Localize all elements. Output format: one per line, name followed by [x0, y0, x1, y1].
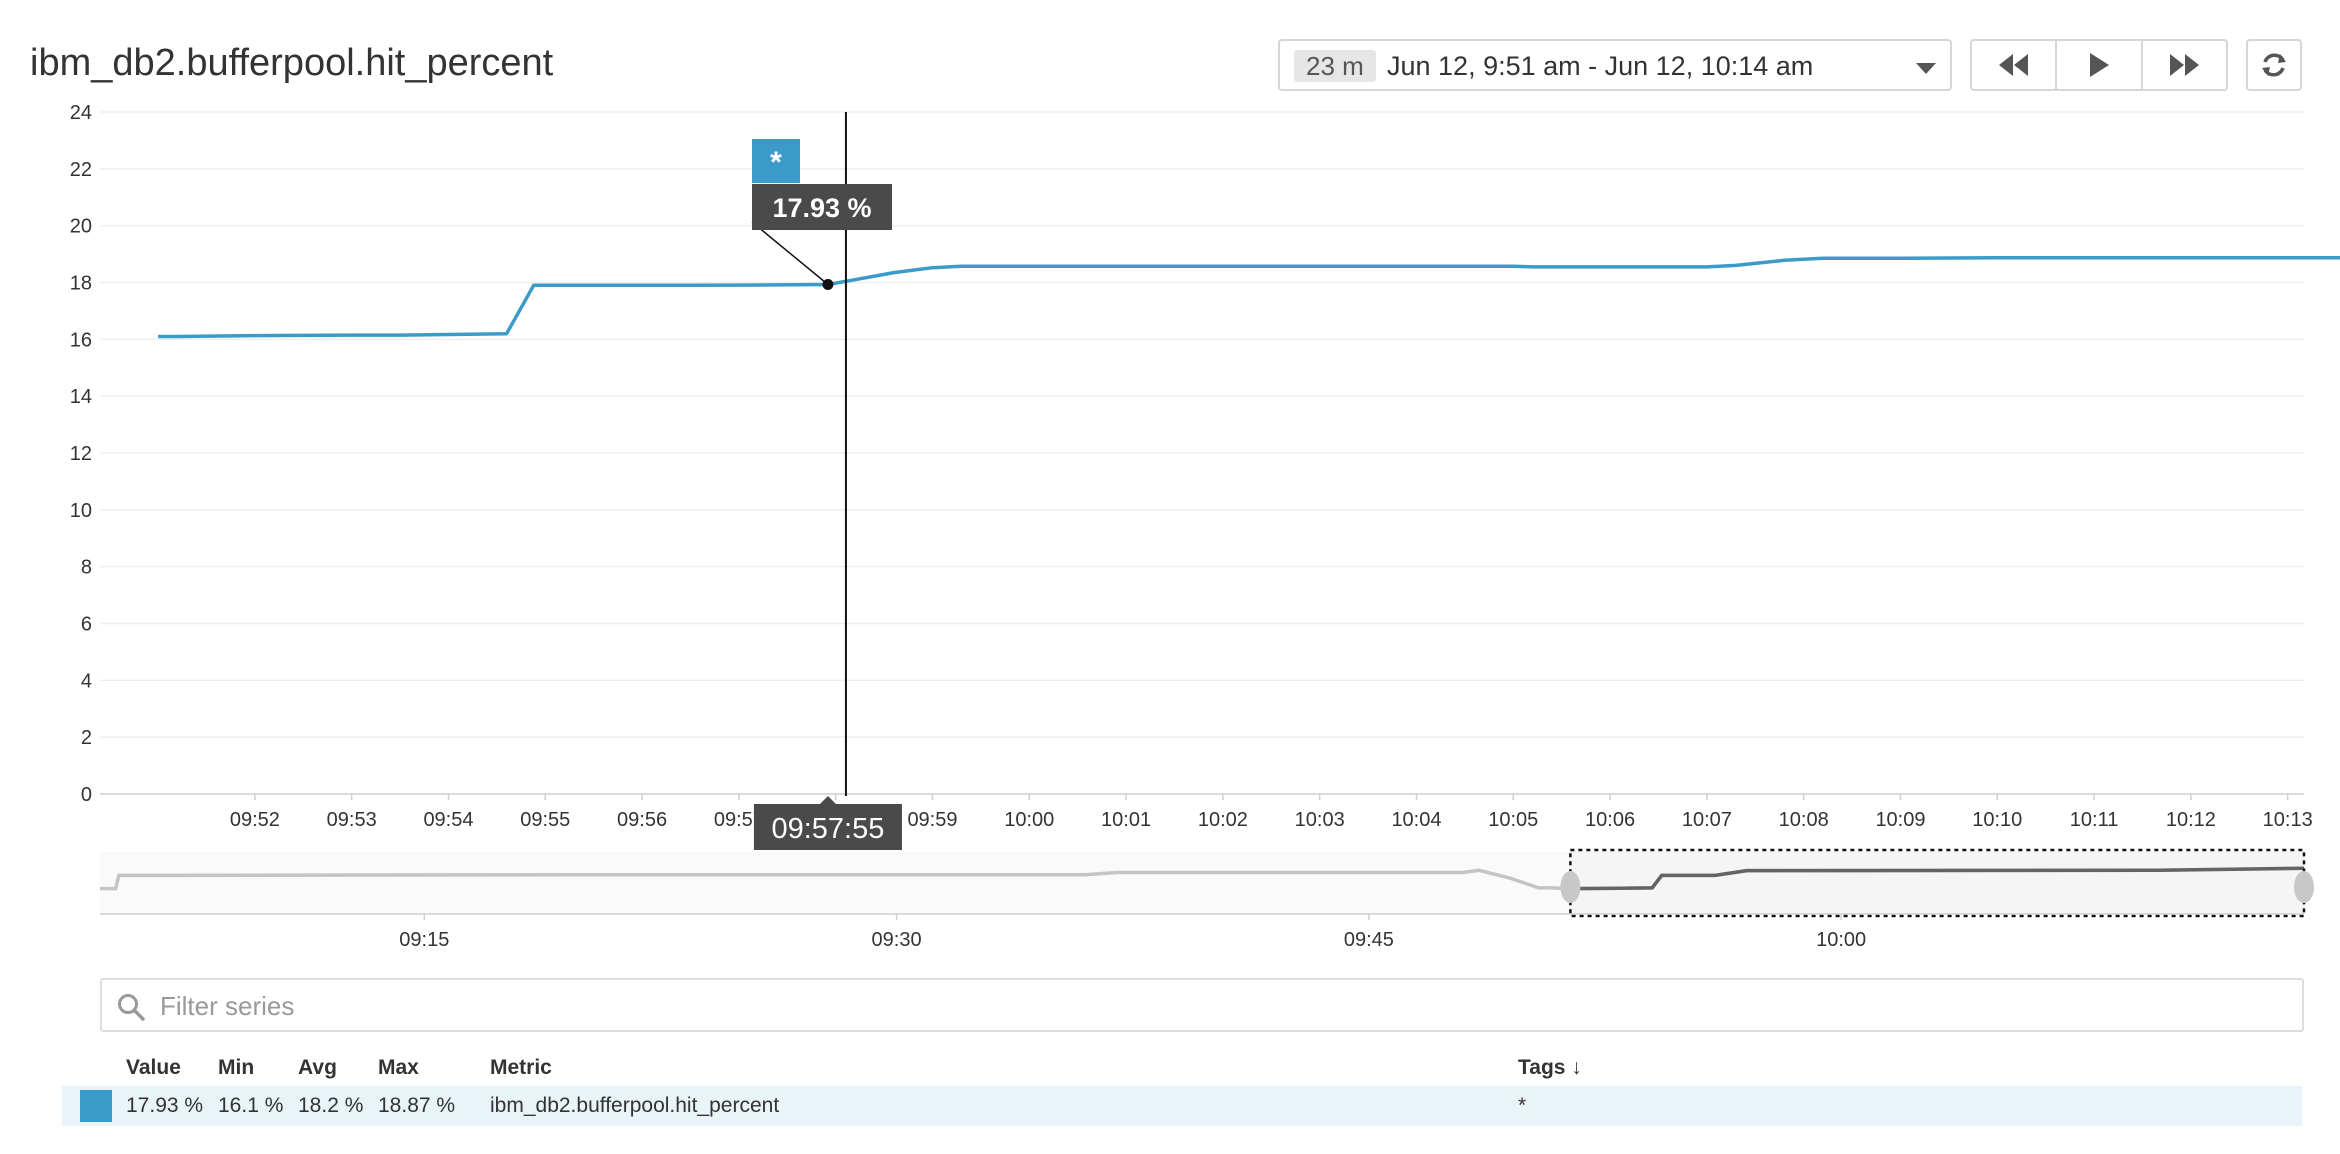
hover-time-box — [753, 804, 902, 850]
y-tick-label: 20 — [70, 216, 92, 238]
legend-max: 18.87 % — [378, 1094, 456, 1117]
x-tick-label: 10:00 — [1004, 809, 1054, 831]
time-range-picker[interactable]: 23 m Jun 12, 9:51 am - Jun 12, 10:14 am — [1278, 39, 1952, 91]
series-color-swatch[interactable] — [80, 1090, 112, 1122]
hover-series-label: * — [770, 146, 782, 179]
overview-x-tick-label: 09:15 — [399, 929, 449, 951]
overview-x-tick-label: 09:30 — [872, 929, 922, 951]
refresh-icon — [2262, 53, 2286, 77]
y-tick-label: 6 — [81, 614, 92, 636]
legend-header: Value Min Avg Max Metric Tags ↓ — [62, 1050, 2302, 1086]
x-tick-label: 10:01 — [1101, 809, 1151, 831]
chevron-down-icon[interactable] — [1916, 63, 1936, 74]
x-tick-label: 09:59 — [907, 809, 957, 831]
y-tick-label: 2 — [81, 727, 92, 749]
overview-left-handle[interactable] — [1560, 871, 1581, 903]
series-legend: Value Min Avg Max Metric Tags ↓ 17.93 % … — [62, 1050, 2302, 1126]
x-tick-label: 10:04 — [1391, 809, 1441, 831]
legend-metric: ibm_db2.bufferpool.hit_percent — [490, 1094, 780, 1117]
search-icon — [118, 994, 145, 1021]
legend-row[interactable]: 17.93 % 16.1 % 18.2 % 18.87 % ibm_db2.bu… — [62, 1086, 2302, 1126]
y-tick-label: 24 — [70, 102, 92, 124]
legend-header-min[interactable]: Min — [218, 1056, 255, 1079]
x-tick-label: 10:03 — [1295, 809, 1345, 831]
x-tick-label: 10:10 — [1972, 809, 2022, 831]
hover-point — [822, 278, 834, 290]
page-title: ibm_db2.bufferpool.hit_percent — [30, 42, 554, 84]
y-tick-label: 0 — [81, 784, 92, 806]
legend-tags: * — [1518, 1094, 1527, 1117]
overview-selection-window[interactable] — [1569, 848, 2306, 918]
hover-time-label: 09:57:55 — [771, 813, 884, 845]
fast-backward-icon — [1998, 54, 2028, 76]
x-tick-label: 10:08 — [1779, 809, 1829, 831]
filter-series-box[interactable] — [100, 978, 2304, 1032]
hover-time-pointer — [819, 796, 836, 804]
y-tick-label: 22 — [70, 159, 92, 181]
legend-avg: 18.2 % — [298, 1094, 364, 1117]
overview-background — [100, 852, 2304, 914]
legend-header-max[interactable]: Max — [378, 1056, 419, 1079]
refresh-button[interactable] — [2246, 39, 2302, 91]
legend-value: 17.93 % — [126, 1094, 204, 1117]
x-tick-label: 10:09 — [1875, 809, 1925, 831]
x-tick-label: 09:54 — [423, 809, 473, 831]
x-tick-label: 09:57 — [714, 809, 764, 831]
play-icon — [2089, 53, 2109, 77]
y-tick-label: 10 — [70, 500, 92, 522]
y-tick-label: 12 — [70, 443, 92, 465]
y-tick-label: 8 — [81, 557, 92, 579]
overview-right-handle[interactable] — [2294, 871, 2314, 903]
overview-selected-line — [1570, 866, 2305, 891]
x-tick-label: 10:13 — [2263, 809, 2313, 831]
legend-header-avg[interactable]: Avg — [298, 1056, 337, 1079]
x-tick-label: 10:06 — [1585, 809, 1635, 831]
x-tick-label: 10:02 — [1198, 809, 1248, 831]
y-tick-label: 14 — [70, 386, 92, 408]
x-tick-label: 10:07 — [1682, 809, 1732, 831]
hover-leader-line — [751, 221, 829, 286]
playback-controls — [1970, 39, 2228, 91]
legend-header-value[interactable]: Value — [126, 1056, 181, 1079]
overview-x-tick-label: 10:00 — [1816, 929, 1866, 951]
hover-value-label: 17.93 % — [772, 193, 871, 223]
x-tick-label: 09:52 — [230, 809, 280, 831]
x-tick-label: 09:55 — [520, 809, 570, 831]
step-forward-button[interactable] — [2143, 41, 2226, 89]
overview-x-tick-label: 09:45 — [1344, 929, 1394, 951]
y-tick-label: 16 — [70, 329, 92, 351]
step-back-button[interactable] — [1972, 41, 2058, 89]
series-line[interactable] — [158, 256, 2340, 339]
time-range-label: Jun 12, 9:51 am - Jun 12, 10:14 am — [1387, 51, 1814, 81]
x-tick-label: 10:11 — [2070, 809, 2119, 831]
legend-min: 16.1 % — [218, 1094, 284, 1117]
time-span-badge: 23 m — [1294, 50, 1376, 82]
play-button[interactable] — [2057, 41, 2143, 89]
hover-series-tag — [752, 139, 800, 183]
legend-header-metric[interactable]: Metric — [490, 1056, 552, 1079]
legend-header-tags[interactable]: Tags ↓ — [1518, 1056, 1582, 1079]
filter-series-input[interactable] — [158, 988, 2262, 1024]
hover-value-box — [752, 184, 892, 230]
x-tick-label: 09:53 — [327, 809, 377, 831]
y-tick-label: 4 — [81, 670, 92, 692]
x-tick-label: 09:56 — [617, 809, 667, 831]
y-tick-label: 18 — [70, 273, 92, 295]
fast-forward-icon — [2170, 54, 2200, 76]
x-tick-label: 10:05 — [1488, 809, 1538, 831]
x-tick-label: 10:12 — [2166, 809, 2216, 831]
